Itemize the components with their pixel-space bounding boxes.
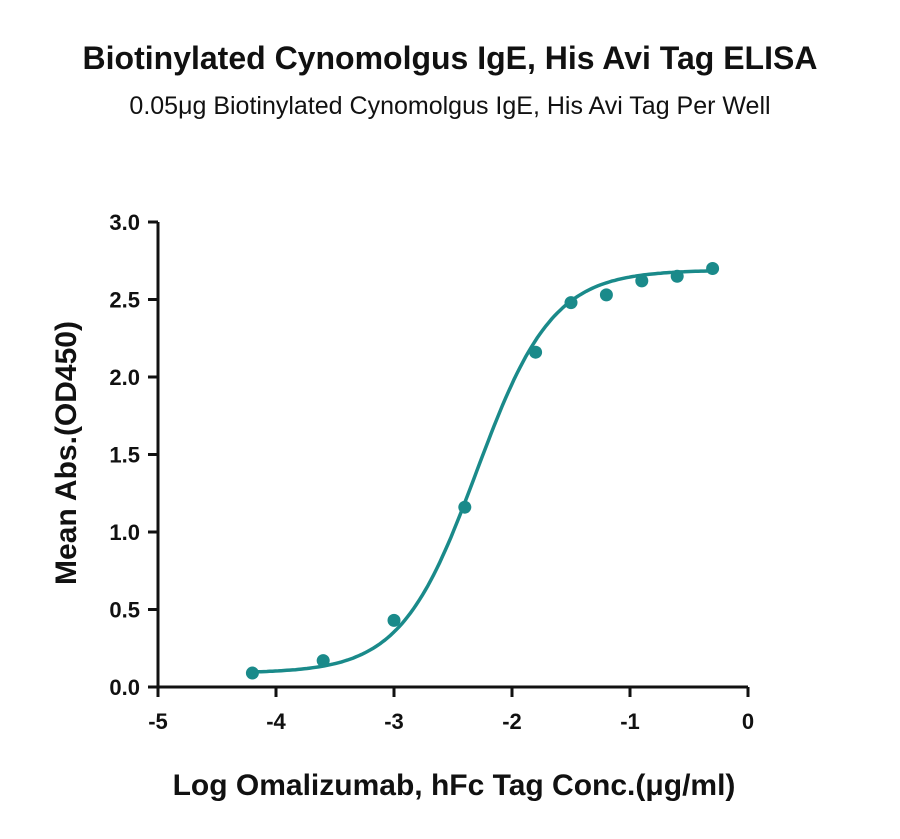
- data-point: [670, 269, 684, 283]
- data-point: [316, 654, 330, 668]
- chart-subtitle: 0.05μg Biotinylated Cynomolgus IgE, His …: [129, 92, 771, 120]
- y-ticks: 0.0 0.5 1.0 1.5 2.0 2.5 3.0: [109, 210, 158, 700]
- x-tick-label: 0: [742, 709, 754, 734]
- x-ticks: -5 -4 -3 -2 -1 0: [148, 687, 754, 734]
- x-tick-label: -5: [148, 709, 168, 734]
- x-tick-label: -3: [384, 709, 404, 734]
- x-axis-title: Log Omalizumab, hFc Tag Conc.(μg/ml): [173, 769, 736, 802]
- fit-curve: [252, 269, 713, 674]
- data-point: [635, 274, 649, 288]
- data-point: [529, 345, 543, 359]
- x-tick-label: -1: [620, 709, 640, 734]
- y-tick-label: 3.0: [109, 210, 140, 235]
- y-tick-label: 1.0: [109, 520, 140, 545]
- y-tick-label: 0.5: [109, 598, 140, 623]
- y-tick-label: 2.0: [109, 365, 140, 390]
- y-tick-label: 1.5: [109, 443, 140, 468]
- x-tick-label: -4: [266, 709, 286, 734]
- data-point: [599, 288, 613, 302]
- y-axis-title: Mean Abs.(OD450): [50, 321, 83, 585]
- data-point: [564, 296, 578, 310]
- y-tick-label: 0.0: [109, 675, 140, 700]
- data-point: [706, 262, 720, 275]
- x-tick-label: -2: [502, 709, 522, 734]
- data-point: [387, 613, 401, 627]
- axes: [156, 222, 748, 689]
- data-points: [245, 262, 720, 680]
- data-point: [458, 500, 472, 514]
- y-tick-label: 2.5: [109, 288, 140, 313]
- data-point: [245, 666, 259, 680]
- chart-title: Biotinylated Cynomolgus IgE, His Avi Tag…: [82, 40, 818, 76]
